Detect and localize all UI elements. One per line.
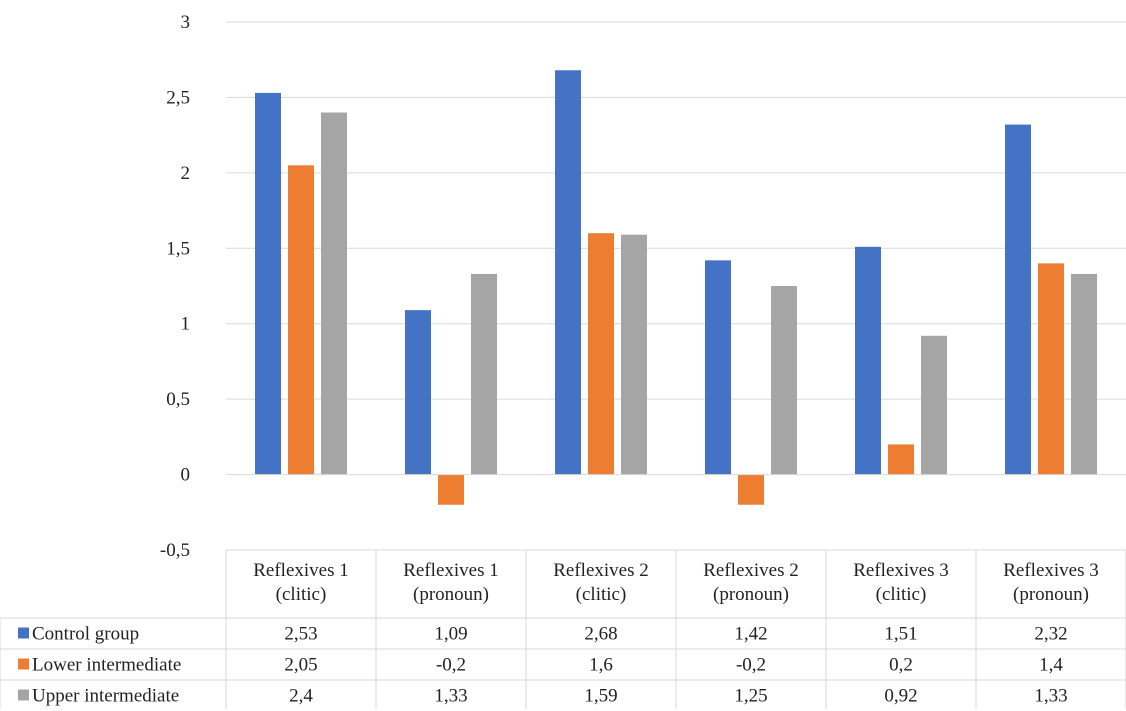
category-label: Reflexives 2	[703, 560, 799, 581]
bar	[288, 165, 314, 475]
y-axis-tick-labels: 3 2,5 2 1,5 1 0,5 0 -0,5	[160, 12, 190, 561]
category-label: (clitic)	[576, 584, 627, 605]
y-tick-label: 2,5	[166, 87, 190, 108]
y-tick-label: 1	[181, 314, 191, 335]
table-cell: 2,05	[284, 655, 317, 676]
category-label: Reflexives 1	[253, 560, 349, 581]
table-cell: 1,42	[734, 624, 767, 645]
bar	[1038, 263, 1064, 475]
category-label: (pronoun)	[713, 584, 789, 605]
axis-lines	[0, 474, 1126, 709]
category-label: (clitic)	[876, 584, 927, 605]
y-tick-label: 1,5	[166, 238, 190, 259]
legend-label: Lower intermediate	[32, 655, 181, 676]
y-tick-label: 0	[181, 465, 191, 486]
bar	[621, 234, 647, 475]
category-label: Reflexives 3	[853, 560, 949, 581]
table-cell: 2,53	[284, 624, 317, 645]
category-label: (clitic)	[276, 584, 327, 605]
bar	[321, 112, 347, 475]
table-cell: 1,25	[734, 686, 767, 707]
table-cell: 1,6	[589, 655, 613, 676]
legend-swatch	[18, 627, 29, 639]
legend-swatch	[18, 689, 29, 701]
category-label: (pronoun)	[1013, 584, 1089, 605]
gridlines	[226, 21, 1126, 551]
table-cell: 1,51	[884, 624, 917, 645]
y-tick-label: 2	[181, 163, 191, 184]
bar	[588, 233, 614, 475]
table-cell: 1,33	[434, 686, 467, 707]
bar	[555, 70, 581, 475]
y-tick-label: 3	[181, 12, 191, 33]
table-cell: 1,09	[434, 624, 467, 645]
table-cell: 1,4	[1039, 655, 1063, 676]
bar	[1071, 273, 1097, 475]
table-cell: 2,32	[1034, 624, 1067, 645]
table-cell: 2,4	[289, 686, 313, 707]
table-cell: 1,33	[1034, 686, 1067, 707]
category-label: Reflexives 3	[1003, 560, 1099, 581]
bar	[1005, 124, 1031, 475]
bar	[738, 474, 764, 505]
table-cell: 2,68	[584, 624, 617, 645]
bar	[771, 286, 797, 475]
legend-label: Upper intermediate	[32, 686, 179, 707]
legend-swatch	[18, 658, 29, 670]
category-label: Reflexives 1	[403, 560, 499, 581]
y-tick-label: 0,5	[166, 389, 190, 410]
bar	[438, 474, 464, 505]
category-label: Reflexives 2	[553, 560, 649, 581]
legend-label: Control group	[32, 624, 139, 645]
bar	[855, 246, 881, 475]
bar	[921, 335, 947, 475]
category-labels: Reflexives 1 (clitic) Reflexives 1 (pronoun…	[253, 560, 1099, 605]
bar	[888, 444, 914, 475]
data-table: Control group 2,53 1,09 2,68 1,42 1,51 2,32 Low…	[18, 624, 1068, 707]
table-cell: 1,59	[584, 686, 617, 707]
table-cell: 0,2	[889, 655, 913, 676]
y-tick-label: -0,5	[160, 540, 190, 561]
bar	[705, 260, 731, 475]
table-cell: 0,92	[884, 686, 917, 707]
bar	[405, 310, 431, 475]
category-label: (pronoun)	[413, 584, 489, 605]
bar	[255, 92, 281, 475]
bars	[255, 70, 1097, 505]
table-cell: -0,2	[736, 655, 766, 676]
bar	[471, 273, 497, 475]
table-cell: -0,2	[436, 655, 466, 676]
